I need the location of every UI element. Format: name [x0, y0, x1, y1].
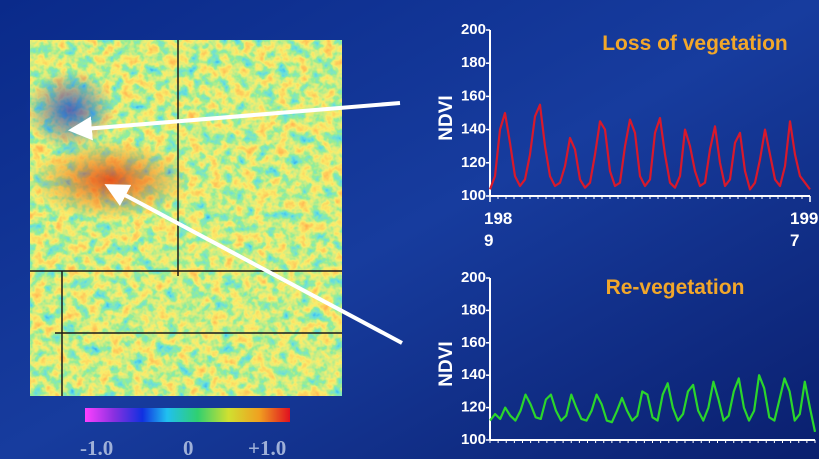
- ndvi-line: [488, 103, 811, 191]
- y-tick-label: 120: [461, 399, 486, 416]
- map-hotspot: [30, 140, 190, 220]
- x-tick-label: 1989: [484, 209, 513, 250]
- y-tick-label: 160: [461, 87, 486, 104]
- y-axis-label: NDVI: [436, 95, 457, 140]
- ndvi-line: [489, 374, 817, 433]
- y-tick-label: 200: [461, 21, 486, 38]
- y-tick-label: 180: [461, 301, 486, 318]
- y-tick-label: 140: [461, 366, 486, 383]
- ndvi-map: [25, 40, 342, 396]
- y-tick-label: 140: [461, 121, 486, 138]
- chart-title: Re-vegetation: [605, 276, 745, 299]
- y-tick-label: 180: [461, 54, 486, 71]
- legend-label: 0: [183, 436, 194, 460]
- y-tick-label: 200: [461, 269, 486, 286]
- legend-label: -1.0: [80, 436, 114, 460]
- arrow: [104, 184, 403, 345]
- legend-label: +1.0: [248, 436, 287, 460]
- chart-title: Loss of vegetation: [602, 32, 788, 55]
- map-coldspot: [25, 70, 115, 150]
- color-bar: [85, 408, 290, 422]
- y-tick-label: 160: [461, 334, 486, 351]
- map-borders: [30, 40, 342, 396]
- arrow: [68, 101, 401, 141]
- y-tick-label: 100: [461, 187, 486, 204]
- x-tick-label: 1997: [790, 209, 819, 250]
- y-tick-label: 100: [461, 431, 486, 448]
- y-tick-label: 120: [461, 154, 486, 171]
- y-axis-label: NDVI: [436, 341, 457, 386]
